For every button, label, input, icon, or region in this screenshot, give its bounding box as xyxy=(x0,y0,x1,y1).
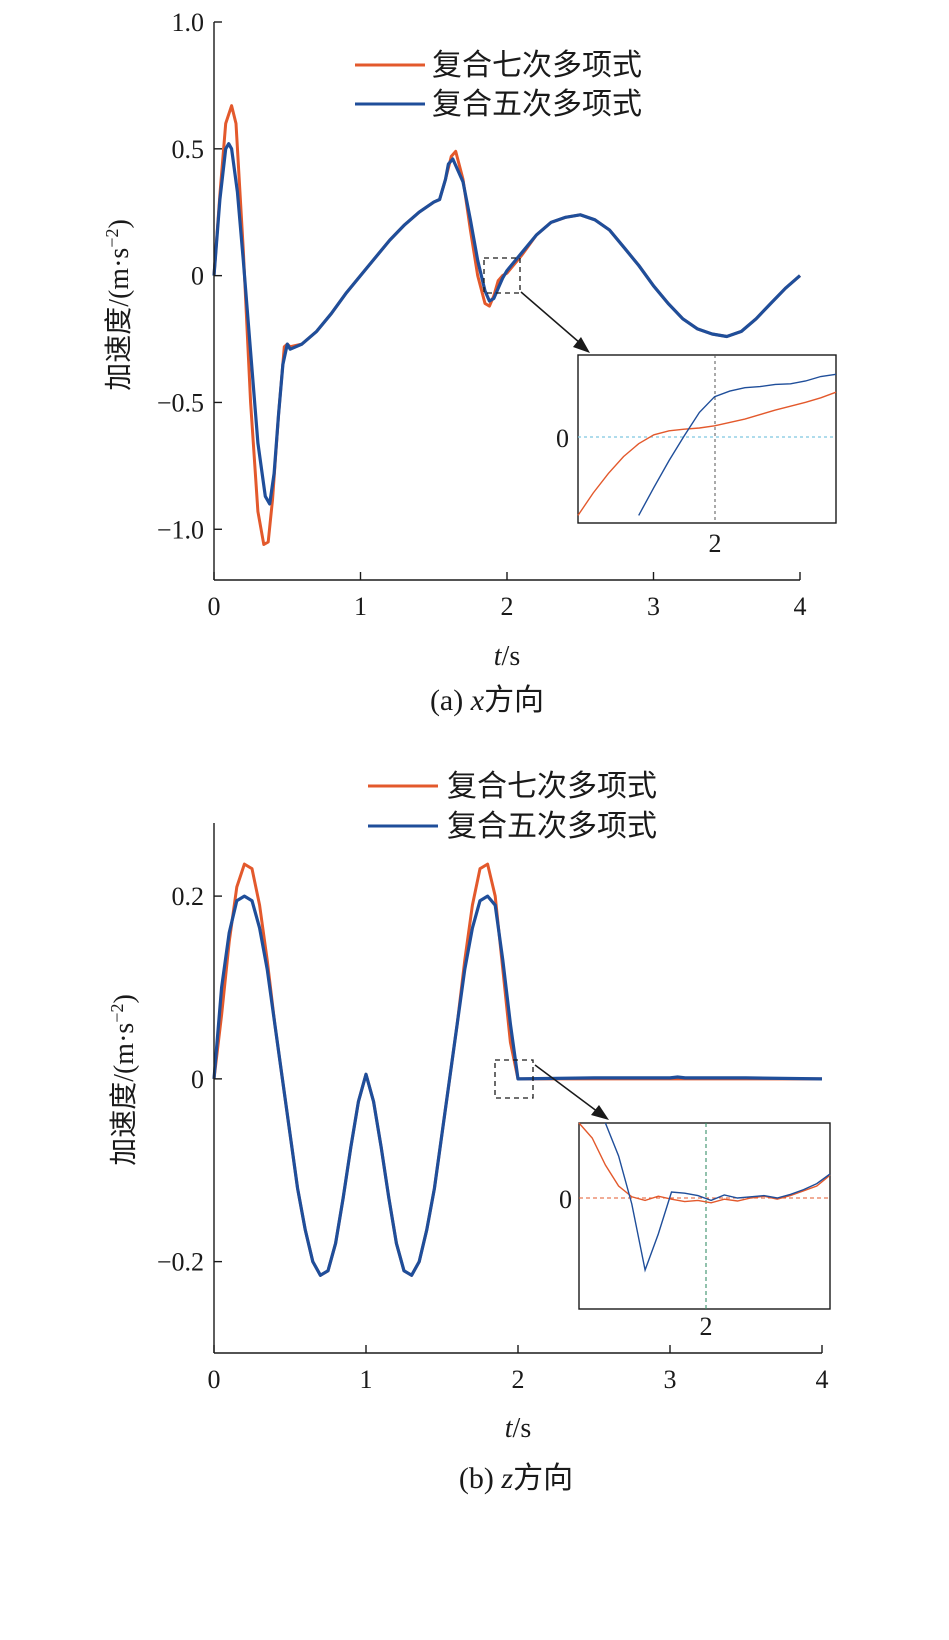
series-line-blue-a xyxy=(212,142,802,506)
zoom-arrow-b xyxy=(534,1064,599,1113)
y-axis-label-a: 加速度/(m·s xyxy=(103,248,135,391)
x-axis-var-a: t xyxy=(494,641,503,672)
caption-prefix-b: (b) xyxy=(459,1462,501,1495)
inset-a: 0 2 xyxy=(556,354,837,558)
y-tick-label-a: −1.0 xyxy=(157,515,204,544)
y-tick-label-a: 0.5 xyxy=(172,135,205,164)
y-tick-label-a: −0.5 xyxy=(157,388,204,417)
inset-series-blue-b xyxy=(604,1122,831,1273)
x-axis-unit-a: /s xyxy=(502,641,521,672)
inset-ytick-b: 0 xyxy=(559,1185,572,1214)
x-axis-var-b: t xyxy=(505,1413,514,1444)
legend-b: 复合七次多项式 复合五次多项式 xyxy=(368,770,657,843)
x-tick-label-b: 0 xyxy=(208,1365,221,1394)
y-axis-close-a: ) xyxy=(104,219,135,228)
y-tick-label-b: 0.2 xyxy=(172,882,205,911)
x-tick-label-b: 1 xyxy=(360,1365,373,1394)
inset-xtick-b: 2 xyxy=(700,1312,713,1341)
inset-frame-b xyxy=(578,1122,831,1310)
zoom-arrowhead-a xyxy=(573,337,590,353)
zoom-arrowhead-b xyxy=(591,1105,609,1120)
zoom-arrow-a xyxy=(520,291,581,344)
zoom-box-b xyxy=(494,1059,534,1099)
inset-series-blue-a xyxy=(638,373,837,516)
legend-label-orange-a: 复合七次多项式 xyxy=(432,49,642,82)
x-axis-title-b: t/s xyxy=(505,1413,531,1444)
y-tick-label-b: 0 xyxy=(191,1065,204,1094)
y-tick-label-b: −0.2 xyxy=(157,1248,204,1277)
caption-suffix-b: 方向 xyxy=(513,1462,573,1495)
inset-series-orange-b xyxy=(578,1122,831,1204)
x-tick-label-a: 1 xyxy=(354,592,367,621)
chart-x-direction: 0 1 2 3 4 1.0 0.5 0 −0.5 −1.0 t/s 加速度/(m·s−2) 复合七… xyxy=(102,8,837,717)
chart-z-direction: 0 1 2 3 40.20−0.2 t/s 加速度/(m·s−2) 复合七次多项式 复合… xyxy=(107,770,831,1495)
inset-series-orange-a xyxy=(577,391,837,516)
x-axis-unit-b: /s xyxy=(513,1413,532,1444)
caption-var-b: z xyxy=(500,1462,513,1495)
inset-ytick-a: 0 xyxy=(556,424,569,453)
plot-area-a xyxy=(212,104,802,546)
x-tick-label-a: 3 xyxy=(647,592,660,621)
x-tick-label-b: 4 xyxy=(816,1365,829,1394)
x-tick-label-b: 3 xyxy=(664,1365,677,1394)
ticks-a: 0 1 2 3 4 1.0 0.5 0 −0.5 −1.0 xyxy=(157,8,807,621)
y-axis-exp-b: −2 xyxy=(107,1004,127,1023)
caption-suffix-a: 方向 xyxy=(484,684,544,717)
caption-var-a: x xyxy=(470,684,485,717)
inset-frame-a xyxy=(577,354,837,524)
x-tick-label-a: 0 xyxy=(208,592,221,621)
plot-area-b xyxy=(212,862,823,1277)
y-axis-close-b: ) xyxy=(109,994,140,1003)
inset-b: 0 2 xyxy=(559,1122,831,1341)
x-tick-label-a: 2 xyxy=(501,592,514,621)
x-tick-label-b: 2 xyxy=(512,1365,525,1394)
y-axis-label-b: 加速度/(m·s xyxy=(108,1023,140,1166)
legend-label-orange-b: 复合七次多项式 xyxy=(447,770,657,803)
y-tick-label-a: 1.0 xyxy=(172,8,205,37)
inset-xtick-a: 2 xyxy=(709,529,722,558)
legend-a: 复合七次多项式 复合五次多项式 xyxy=(355,49,642,121)
y-axis-title-a: 加速度/(m·s−2) xyxy=(102,219,135,391)
caption-a: (a) x方向 xyxy=(430,684,544,717)
x-axis-title-a: t/s xyxy=(494,641,520,672)
series-line-blue-b xyxy=(212,894,823,1277)
legend-label-blue-b: 复合五次多项式 xyxy=(447,810,657,843)
y-axis-title-b: 加速度/(m·s−2) xyxy=(107,994,140,1166)
x-tick-label-a: 4 xyxy=(794,592,807,621)
caption-prefix-a: (a) xyxy=(430,684,471,717)
caption-b: (b) z方向 xyxy=(459,1462,573,1495)
y-axis-exp-a: −2 xyxy=(102,229,122,248)
y-tick-label-a: 0 xyxy=(191,262,204,291)
ticks-b: 0 1 2 3 40.20−0.2 xyxy=(157,882,829,1394)
legend-label-blue-a: 复合五次多项式 xyxy=(432,88,642,121)
zoom-box-a xyxy=(483,257,521,294)
